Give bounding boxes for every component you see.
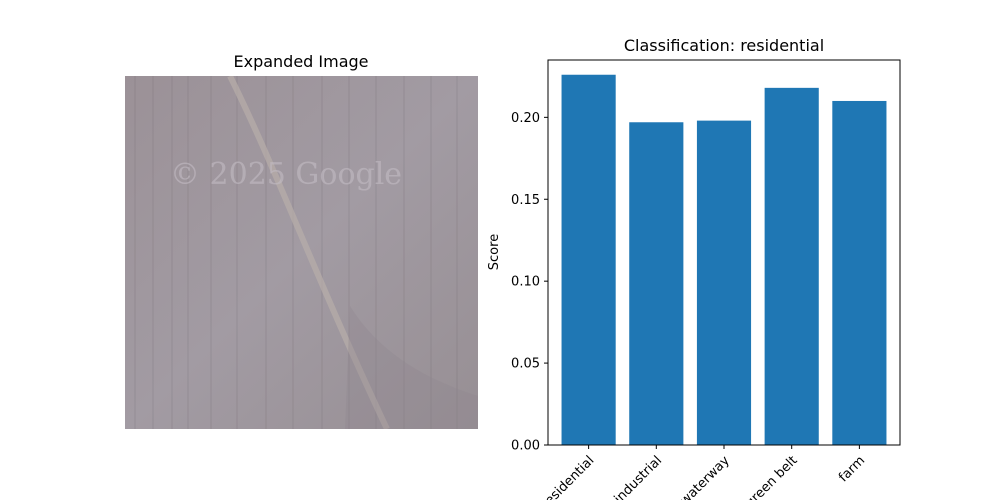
y-tick-label: 0.00: [511, 439, 540, 454]
bar-waterway: [696, 120, 752, 446]
x-tick-label: green belt: [743, 453, 801, 500]
image-panel-title: Expanded Image: [233, 52, 369, 71]
bar-industrial: [629, 122, 684, 445]
x-tick-label: farm: [836, 453, 868, 485]
x-tick-label: waterway: [677, 453, 733, 500]
y-axis-label: Score: [487, 234, 502, 270]
bar-green-belt: [764, 87, 819, 445]
expanded-satellite-image: © 2025 Google: [125, 76, 478, 429]
chart-title: Classification: residential: [623, 36, 825, 55]
y-tick-label: 0.10: [511, 275, 540, 290]
x-axis: residential industrial waterway green belt f…: [539, 445, 868, 500]
y-tick-label: 0.15: [511, 193, 540, 208]
satellite-image-graphic: © 2025 Google: [125, 76, 478, 429]
plot-frame: [547, 59, 901, 446]
watermark-text: © 2025 Google: [170, 157, 402, 192]
y-tick-label: 0.20: [511, 111, 540, 126]
x-tick-label: residential: [539, 453, 598, 500]
x-tick-label: industrial: [612, 453, 666, 500]
y-tick-label: 0.05: [511, 357, 540, 372]
bars: [561, 74, 887, 446]
y-axis: 0.00 0.05 0.10 0.15 0.20: [511, 111, 548, 454]
bar-farm: [832, 100, 887, 446]
bar-residential: [561, 74, 616, 446]
